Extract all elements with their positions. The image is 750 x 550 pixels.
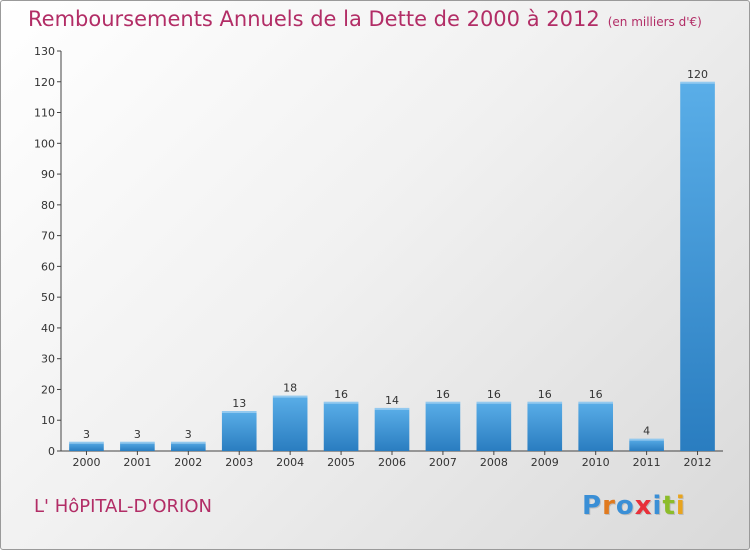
bar-2010: [578, 401, 614, 451]
bar-highlight: [120, 441, 155, 444]
bar-highlight: [221, 411, 257, 413]
chart-unit: (en milliers d'€): [607, 15, 702, 29]
value-label: 14: [385, 394, 399, 407]
x-tick-label: 2000: [72, 456, 100, 469]
chart-title: Remboursements Annuels de la Dette de 20…: [28, 7, 702, 31]
bar-highlight: [527, 401, 563, 404]
value-label: 4: [643, 425, 650, 438]
y-tick-label: 130: [34, 45, 55, 58]
y-tick-label: 120: [34, 76, 55, 89]
x-tick-label: 2003: [225, 456, 253, 469]
y-tick-label: 0: [48, 445, 55, 458]
bar-highlight: [578, 401, 614, 404]
y-tick-label: 10: [41, 414, 55, 427]
x-tick-label: 2007: [429, 456, 457, 469]
y-tick-label: 110: [34, 107, 55, 120]
value-label: 18: [283, 382, 297, 395]
value-label: 3: [83, 428, 90, 441]
x-tick-label: 2002: [174, 456, 202, 469]
logo-letter: x: [634, 491, 653, 521]
logo-letter: t: [662, 491, 676, 521]
bar-highlight: [680, 81, 715, 84]
bar-highlight: [425, 401, 461, 404]
y-tick-label: 30: [41, 353, 55, 366]
x-tick-label: 2009: [531, 456, 559, 469]
chart-title-text: Remboursements Annuels de la Dette de 20…: [28, 7, 600, 31]
logo-letter: o: [615, 491, 635, 521]
bar-highlight: [272, 395, 308, 398]
y-tick-label: 60: [41, 260, 55, 273]
y-tick-label: 90: [41, 168, 55, 181]
bar-2008: [476, 401, 512, 451]
x-tick-label: 2008: [480, 456, 508, 469]
value-label: 3: [185, 428, 192, 441]
y-tick-label: 100: [34, 137, 55, 150]
bar-2012: [680, 81, 715, 452]
bar-highlight: [476, 401, 512, 404]
bar-highlight: [323, 401, 359, 404]
x-tick-label: 2011: [633, 456, 661, 469]
logo-letter: i: [652, 491, 663, 521]
x-tick-label: 2006: [378, 456, 406, 469]
bar-2005: [323, 401, 359, 451]
bar-2003: [221, 411, 257, 451]
logo-letter: r: [602, 491, 616, 521]
commune-name: L' HôPITAL-D'ORION: [34, 496, 212, 517]
x-tick-label: 2004: [276, 456, 304, 469]
value-label: 3: [134, 428, 141, 441]
value-label: 16: [487, 388, 501, 401]
proxiti-logo: Proxiti: [582, 491, 686, 521]
y-tick-label: 50: [41, 291, 55, 304]
bar-2009: [527, 401, 563, 451]
bar-highlight: [374, 407, 410, 410]
bar-highlight: [170, 441, 206, 444]
bar-2006: [374, 407, 410, 451]
bar-2002: [170, 441, 206, 451]
bar-2007: [425, 401, 461, 451]
y-tick-label: 70: [41, 230, 55, 243]
logo-letter: i: [675, 491, 686, 521]
value-label: 16: [436, 388, 450, 401]
value-label: 16: [334, 388, 348, 401]
value-label: 120: [687, 68, 708, 81]
x-tick-label: 2005: [327, 456, 355, 469]
x-tick-label: 2010: [582, 456, 610, 469]
value-label: 13: [232, 397, 246, 410]
value-label: 16: [538, 388, 552, 401]
bar-highlight: [69, 441, 104, 444]
bar-2011: [629, 438, 664, 451]
bar-2001: [120, 441, 155, 451]
value-label: 16: [589, 388, 603, 401]
y-tick-label: 20: [41, 383, 55, 396]
bar-2004: [272, 395, 308, 451]
bar-highlight: [629, 438, 664, 441]
bar-2000: [69, 441, 104, 451]
y-tick-label: 80: [41, 199, 55, 212]
x-tick-label: 2012: [684, 456, 712, 469]
x-tick-label: 2001: [123, 456, 151, 469]
y-tick-label: 40: [41, 322, 55, 335]
logo-letter: P: [582, 491, 603, 521]
